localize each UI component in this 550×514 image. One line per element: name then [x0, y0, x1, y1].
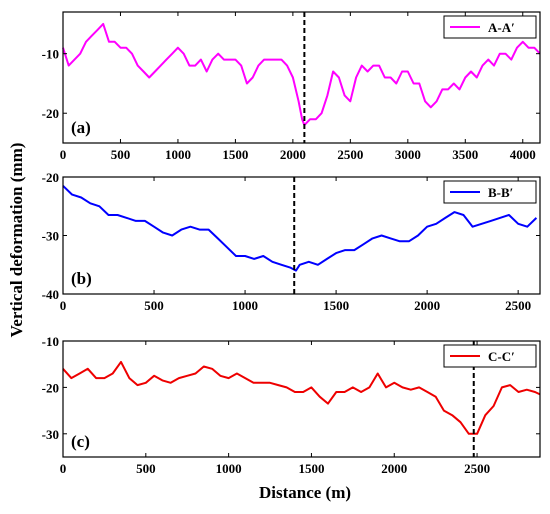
series-line-2: [62, 185, 538, 272]
x-tick-label: 1000: [232, 298, 258, 313]
legend-1: A-A′: [443, 15, 537, 39]
y-tick-label: -20: [42, 170, 59, 185]
x-tick-label: 0: [60, 461, 67, 476]
y-tick-label: -20: [42, 106, 59, 121]
chart-panels: 0 500 1000 1500 2000 2500 3000 3500 4000 -10 -20 (a…: [42, 11, 541, 476]
x-tick-label: 2000: [280, 147, 306, 162]
axes-box-3: [62, 340, 541, 458]
y-axis-title: Vertical deformation (mm): [7, 143, 26, 338]
y-tick-label: -40: [42, 287, 59, 302]
y-tick-label: -30: [42, 427, 59, 442]
x-tick-label: 4000: [510, 147, 536, 162]
x-tick-label: 2500: [505, 298, 531, 313]
panel-label: (c): [71, 432, 90, 451]
x-tick-label: 2000: [414, 298, 440, 313]
legend-label: B-B′: [488, 185, 513, 200]
legend-2: B-B′: [443, 180, 537, 204]
x-axis-title: Distance (m): [259, 483, 351, 502]
legend-label: C-C′: [488, 349, 515, 364]
x-tick-label: 2500: [337, 147, 363, 162]
x-tick-label: 500: [136, 461, 156, 476]
x-tick-label: 3500: [452, 147, 478, 162]
x-tick-label: 1500: [323, 298, 349, 313]
panel-label: (a): [71, 118, 91, 137]
y-tick-label: -10: [42, 47, 59, 62]
series-line-3: [62, 360, 541, 435]
y-tick-label: -30: [42, 229, 59, 244]
x-tick-label: 2500: [464, 461, 490, 476]
legend-label: A-A′: [488, 20, 515, 35]
x-tick-label: 1500: [298, 461, 324, 476]
legend-3: C-C′: [443, 344, 537, 368]
x-tick-label: 1000: [165, 147, 191, 162]
series-line-1: [62, 22, 541, 127]
y-tick-label: -20: [42, 380, 59, 395]
panel-label: (b): [71, 269, 92, 288]
x-tick-label: 1500: [222, 147, 248, 162]
legend-box: [443, 180, 537, 204]
legend-box: [443, 15, 537, 39]
panel-2: 0 500 1000 1500 2000 2500 -20 -30 -40 (b) B-B′: [42, 170, 541, 313]
legend-box: [443, 344, 537, 368]
x-tick-label: 3000: [395, 147, 421, 162]
x-tick-label: 0: [60, 147, 67, 162]
axes-box-1: [62, 11, 541, 144]
x-tick-label: 1000: [216, 461, 242, 476]
panel-1: 0 500 1000 1500 2000 2500 3000 3500 4000 -10 -20 (a…: [42, 11, 541, 162]
x-tick-label: 0: [60, 298, 67, 313]
y-tick-label: -10: [42, 334, 59, 349]
x-tick-label: 500: [111, 147, 131, 162]
x-tick-label: 500: [144, 298, 164, 313]
x-tick-label: 2000: [381, 461, 407, 476]
panel-3: 0 500 1000 1500 2000 2500 -10 -20 -30 (c) C-C′: [42, 334, 541, 476]
